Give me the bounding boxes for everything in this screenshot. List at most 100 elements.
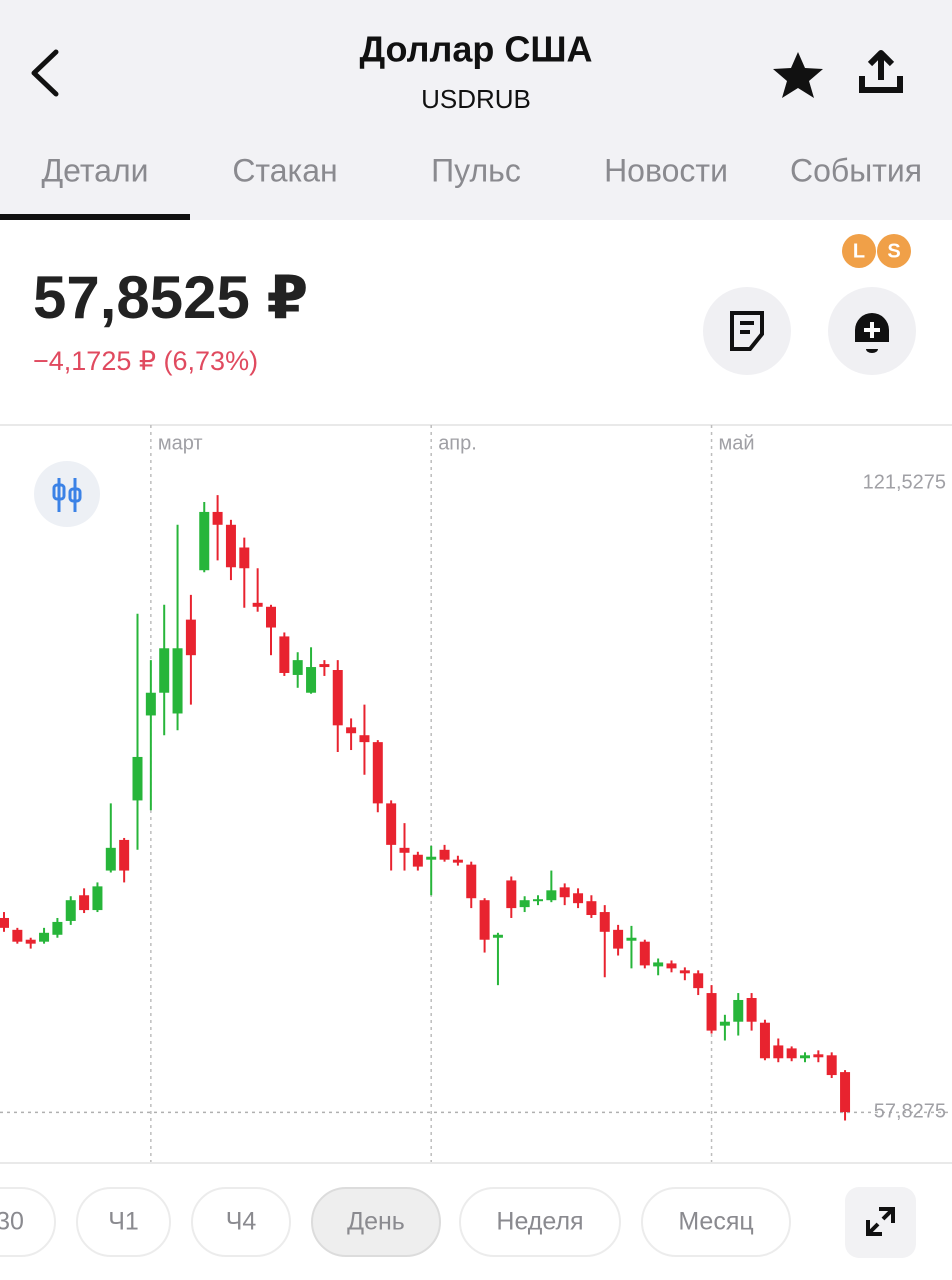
period-pill[interactable] — [311, 1187, 441, 1257]
tab[interactable]: Новости — [604, 152, 728, 188]
tab[interactable]: События — [790, 152, 922, 188]
candle-body — [759, 1022, 770, 1059]
candle-body — [172, 648, 183, 714]
y-tick-label: 121,5275 — [863, 471, 946, 493]
candle-body — [626, 937, 637, 941]
fullscreen-icon — [866, 1207, 895, 1236]
candle-body — [105, 847, 116, 871]
candle-body — [426, 856, 437, 860]
chart-type-button[interactable] — [34, 461, 100, 527]
x-tick-label: март — [158, 432, 203, 454]
candle-body — [733, 999, 744, 1022]
header-bg — [0, 0, 952, 220]
candle-body — [693, 973, 704, 989]
candle-body — [533, 899, 543, 902]
candle-body — [252, 602, 263, 607]
candle-body — [492, 934, 503, 938]
tab[interactable]: Детали — [41, 152, 148, 188]
candle-body — [212, 511, 223, 525]
period-label: Неделя — [496, 1208, 583, 1236]
candle-body — [666, 963, 677, 969]
price: 57,8525 ₽ — [33, 264, 308, 331]
candle-body — [199, 511, 210, 571]
x-tick-label: апр. — [438, 432, 477, 454]
subtitle: USDRUB — [421, 84, 531, 114]
back-button[interactable] — [31, 49, 59, 97]
candle-body — [439, 849, 450, 860]
badge — [877, 234, 911, 268]
period-label: Месяц — [678, 1208, 753, 1236]
candle-body — [52, 921, 63, 935]
period-label: День — [347, 1208, 405, 1236]
candle-body — [399, 847, 410, 853]
price-change: −4,1725 ₽ (6,73%) — [33, 346, 258, 376]
candle-body — [813, 1054, 824, 1058]
fullscreen-button[interactable] — [845, 1187, 916, 1258]
candle-body — [25, 939, 36, 944]
tabs: Детали Стакан Пульс Новости События — [41, 152, 922, 188]
candle-body — [653, 962, 664, 967]
candle-body — [786, 1048, 797, 1059]
candle-body — [586, 901, 597, 916]
tab-indicator — [0, 214, 190, 220]
favorite-button[interactable] — [773, 52, 823, 98]
candle-body — [225, 524, 236, 568]
candle-body — [359, 735, 370, 743]
candle-body — [679, 970, 690, 974]
period-label: 30 — [0, 1208, 24, 1236]
candle-body — [332, 670, 343, 726]
notes-icon — [730, 311, 764, 351]
share-button[interactable] — [859, 50, 903, 93]
candle-body — [159, 648, 170, 693]
candle-body — [39, 932, 50, 942]
period-pill[interactable] — [641, 1187, 791, 1257]
chart-type-icon — [52, 478, 82, 512]
candle-body — [0, 917, 9, 928]
candle-body — [386, 803, 397, 845]
candle-body — [119, 839, 130, 871]
candle-body — [773, 1045, 784, 1059]
candle-body — [613, 929, 624, 949]
candle-body — [719, 1021, 730, 1026]
candle-body — [266, 606, 276, 628]
candle-body — [239, 547, 250, 569]
candle-body — [65, 900, 76, 921]
candle-body — [372, 742, 383, 804]
candle-body — [319, 664, 330, 668]
candle-body — [466, 864, 477, 899]
period-pill[interactable] — [459, 1187, 621, 1257]
candle-body — [279, 636, 290, 673]
bell-plus — [864, 322, 880, 338]
candle-body — [12, 929, 23, 942]
period-label: Ч4 — [226, 1208, 257, 1236]
chart: март апр. май 121,5275 57,8275 — [0, 425, 952, 1162]
candle-body — [706, 993, 717, 1031]
period-pill[interactable] — [76, 1187, 171, 1257]
candle-body — [306, 667, 317, 693]
candle-body — [79, 895, 90, 911]
candle-body — [573, 893, 584, 904]
candle-body — [132, 756, 143, 801]
period-pill[interactable] — [0, 1187, 56, 1257]
tab[interactable]: Пульс — [431, 152, 521, 188]
candle-body — [746, 998, 757, 1022]
period-pill[interactable] — [191, 1187, 291, 1257]
badge-label: S — [887, 240, 900, 262]
candle-body — [92, 886, 103, 911]
candle-body — [826, 1055, 837, 1076]
x-tick-label: май — [719, 432, 755, 454]
candle-body — [292, 660, 303, 675]
badge — [842, 234, 876, 268]
title: Доллар США — [359, 29, 592, 70]
candle-body — [800, 1055, 810, 1059]
period-selector: 30 Ч1 Ч4 День Неделя Месяц — [0, 1187, 791, 1257]
candle-body — [185, 619, 196, 656]
candle-body — [559, 887, 570, 898]
candle-body — [412, 854, 423, 867]
candle-body — [599, 912, 610, 932]
candle-body — [546, 890, 557, 901]
candle-body — [506, 880, 517, 909]
candle-body — [145, 692, 156, 716]
tab[interactable]: Стакан — [232, 152, 337, 188]
